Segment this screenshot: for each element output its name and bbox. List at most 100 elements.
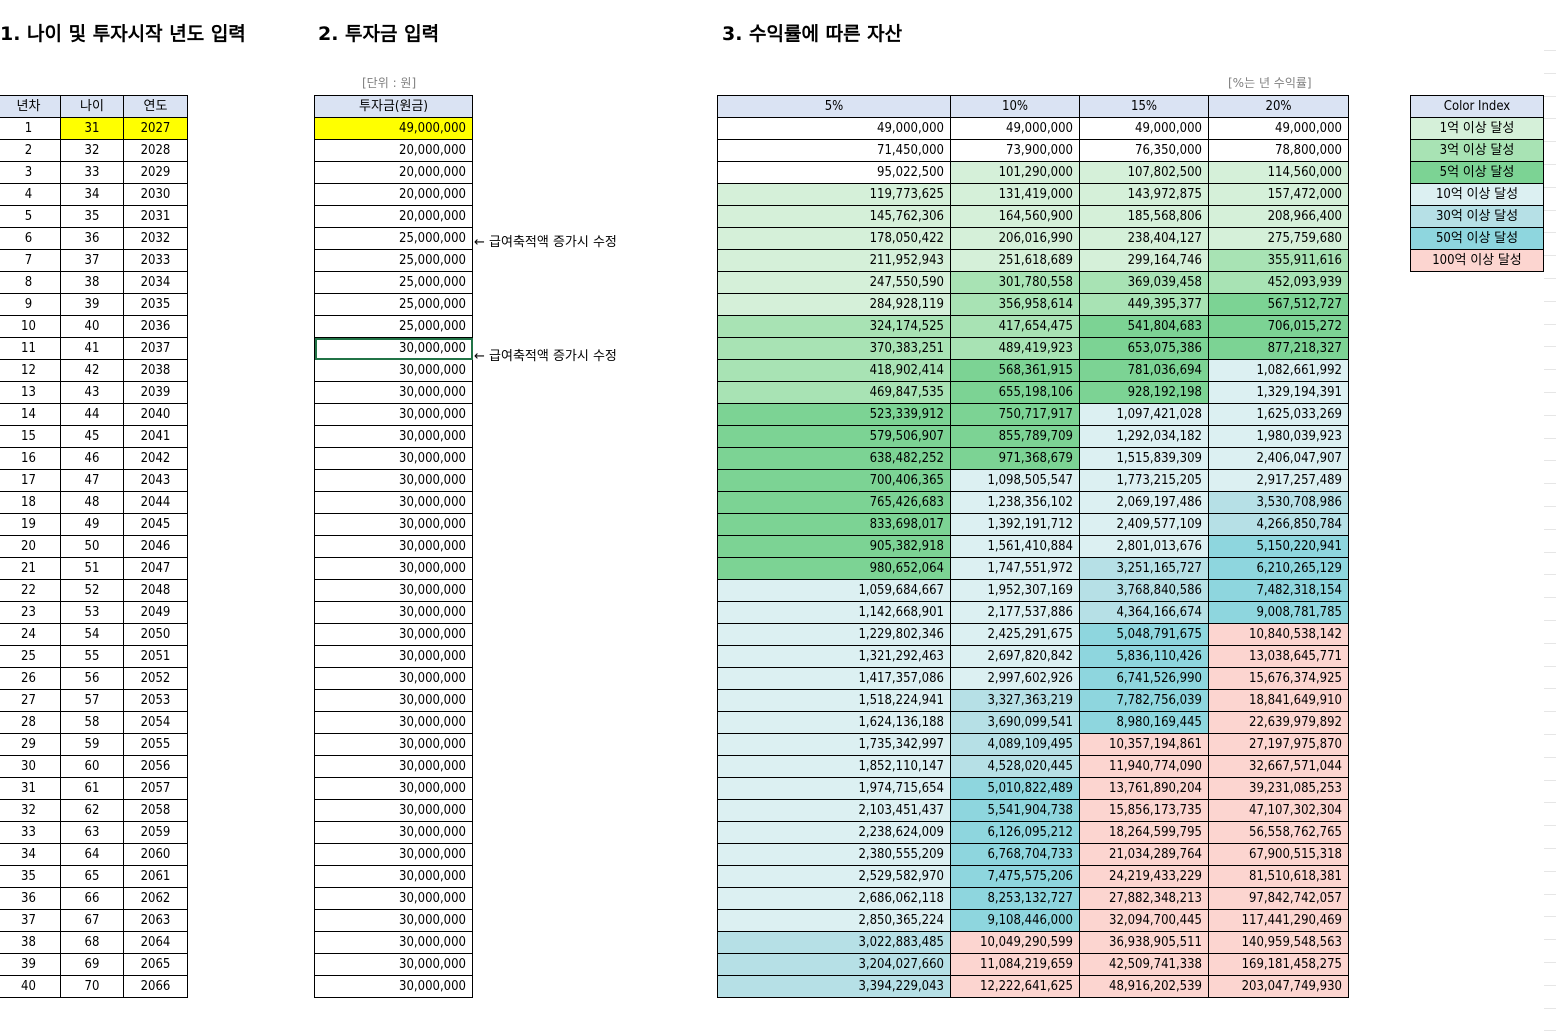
- asset-cell-5pct[interactable]: 2,238,624,009: [717, 821, 951, 844]
- asset-cell-20pct[interactable]: 97,842,742,057: [1208, 887, 1349, 910]
- age-cell[interactable]: 62: [60, 799, 124, 822]
- age-cell[interactable]: 40: [60, 315, 124, 338]
- age-cell[interactable]: 38: [60, 271, 124, 294]
- asset-cell-5pct[interactable]: 980,652,064: [717, 557, 951, 580]
- year-cell[interactable]: 2044: [123, 491, 188, 514]
- asset-cell-5pct[interactable]: 211,952,943: [717, 249, 951, 272]
- investment-cell[interactable]: 30,000,000: [314, 557, 473, 580]
- investment-cell[interactable]: 25,000,000: [314, 315, 473, 338]
- year-cell[interactable]: 2043: [123, 469, 188, 492]
- asset-cell-20pct[interactable]: 1,082,661,992: [1208, 359, 1349, 382]
- investment-cell[interactable]: 30,000,000: [314, 931, 473, 954]
- color-index-swatch[interactable]: 10억 이상 달성: [1410, 183, 1544, 206]
- year-cell[interactable]: 2058: [123, 799, 188, 822]
- asset-cell-10pct[interactable]: 12,222,641,625: [950, 975, 1080, 998]
- asset-cell-5pct[interactable]: 523,339,912: [717, 403, 951, 426]
- investment-cell[interactable]: 30,000,000: [314, 337, 473, 360]
- asset-cell-5pct[interactable]: 2,103,451,437: [717, 799, 951, 822]
- color-index-swatch[interactable]: 30억 이상 달성: [1410, 205, 1544, 228]
- asset-cell-10pct[interactable]: 750,717,917: [950, 403, 1080, 426]
- investment-cell[interactable]: 30,000,000: [314, 799, 473, 822]
- header-return-15pct[interactable]: 15%: [1079, 95, 1209, 118]
- year-cell[interactable]: 2052: [123, 667, 188, 690]
- asset-cell-15pct[interactable]: 8,980,169,445: [1079, 711, 1209, 734]
- asset-cell-20pct[interactable]: 2,917,257,489: [1208, 469, 1349, 492]
- asset-cell-15pct[interactable]: 185,568,806: [1079, 205, 1209, 228]
- asset-cell-5pct[interactable]: 284,928,119: [717, 293, 951, 316]
- year-index-cell[interactable]: 20: [0, 535, 61, 558]
- year-cell[interactable]: 2048: [123, 579, 188, 602]
- age-cell[interactable]: 64: [60, 843, 124, 866]
- year-index-cell[interactable]: 5: [0, 205, 61, 228]
- header-year[interactable]: 연도: [123, 95, 188, 118]
- year-cell[interactable]: 2059: [123, 821, 188, 844]
- asset-cell-5pct[interactable]: 1,059,684,667: [717, 579, 951, 602]
- age-cell[interactable]: 44: [60, 403, 124, 426]
- asset-cell-20pct[interactable]: 6,210,265,129: [1208, 557, 1349, 580]
- asset-cell-10pct[interactable]: 10,049,290,599: [950, 931, 1080, 954]
- year-index-cell[interactable]: 35: [0, 865, 61, 888]
- asset-cell-5pct[interactable]: 469,847,535: [717, 381, 951, 404]
- asset-cell-15pct[interactable]: 48,916,202,539: [1079, 975, 1209, 998]
- year-index-cell[interactable]: 30: [0, 755, 61, 778]
- asset-cell-15pct[interactable]: 11,940,774,090: [1079, 755, 1209, 778]
- investment-cell[interactable]: 30,000,000: [314, 953, 473, 976]
- investment-cell[interactable]: 30,000,000: [314, 843, 473, 866]
- asset-cell-15pct[interactable]: 1,097,421,028: [1079, 403, 1209, 426]
- asset-cell-10pct[interactable]: 6,126,095,212: [950, 821, 1080, 844]
- year-cell[interactable]: 2062: [123, 887, 188, 910]
- asset-cell-5pct[interactable]: 95,022,500: [717, 161, 951, 184]
- age-cell[interactable]: 59: [60, 733, 124, 756]
- asset-cell-15pct[interactable]: 1,773,215,205: [1079, 469, 1209, 492]
- asset-cell-10pct[interactable]: 568,361,915: [950, 359, 1080, 382]
- year-index-cell[interactable]: 27: [0, 689, 61, 712]
- asset-cell-10pct[interactable]: 1,952,307,169: [950, 579, 1080, 602]
- age-cell[interactable]: 67: [60, 909, 124, 932]
- asset-cell-10pct[interactable]: 489,419,923: [950, 337, 1080, 360]
- asset-cell-5pct[interactable]: 1,974,715,654: [717, 777, 951, 800]
- year-index-cell[interactable]: 3: [0, 161, 61, 184]
- age-cell[interactable]: 58: [60, 711, 124, 734]
- asset-cell-20pct[interactable]: 169,181,458,275: [1208, 953, 1349, 976]
- asset-cell-15pct[interactable]: 541,804,683: [1079, 315, 1209, 338]
- year-cell[interactable]: 2064: [123, 931, 188, 954]
- year-index-cell[interactable]: 25: [0, 645, 61, 668]
- year-cell[interactable]: 2065: [123, 953, 188, 976]
- age-cell[interactable]: 60: [60, 755, 124, 778]
- year-cell[interactable]: 2033: [123, 249, 188, 272]
- age-cell[interactable]: 65: [60, 865, 124, 888]
- year-cell[interactable]: 2030: [123, 183, 188, 206]
- age-cell[interactable]: 36: [60, 227, 124, 250]
- age-cell[interactable]: 33: [60, 161, 124, 184]
- year-index-cell[interactable]: 40: [0, 975, 61, 998]
- header-investment[interactable]: 투자금(원금): [314, 95, 473, 118]
- age-cell[interactable]: 41: [60, 337, 124, 360]
- asset-cell-5pct[interactable]: 145,762,306: [717, 205, 951, 228]
- year-index-cell[interactable]: 18: [0, 491, 61, 514]
- investment-cell[interactable]: 30,000,000: [314, 711, 473, 734]
- asset-cell-10pct[interactable]: 971,368,679: [950, 447, 1080, 470]
- age-cell[interactable]: 31: [60, 117, 124, 140]
- asset-cell-5pct[interactable]: 1,142,668,901: [717, 601, 951, 624]
- asset-cell-20pct[interactable]: 117,441,290,469: [1208, 909, 1349, 932]
- year-index-cell[interactable]: 4: [0, 183, 61, 206]
- asset-cell-15pct[interactable]: 15,856,173,735: [1079, 799, 1209, 822]
- year-cell[interactable]: 2035: [123, 293, 188, 316]
- year-cell[interactable]: 2049: [123, 601, 188, 624]
- asset-cell-15pct[interactable]: 4,364,166,674: [1079, 601, 1209, 624]
- asset-cell-5pct[interactable]: 638,482,252: [717, 447, 951, 470]
- asset-cell-10pct[interactable]: 5,010,822,489: [950, 777, 1080, 800]
- asset-cell-5pct[interactable]: 2,529,582,970: [717, 865, 951, 888]
- year-index-cell[interactable]: 1: [0, 117, 61, 140]
- investment-cell[interactable]: 30,000,000: [314, 469, 473, 492]
- year-index-cell[interactable]: 26: [0, 667, 61, 690]
- asset-cell-20pct[interactable]: 1,625,033,269: [1208, 403, 1349, 426]
- asset-cell-5pct[interactable]: 765,426,683: [717, 491, 951, 514]
- asset-cell-10pct[interactable]: 1,392,191,712: [950, 513, 1080, 536]
- investment-cell[interactable]: 30,000,000: [314, 513, 473, 536]
- header-color-index[interactable]: Color Index: [1410, 95, 1544, 118]
- year-cell[interactable]: 2042: [123, 447, 188, 470]
- year-cell[interactable]: 2036: [123, 315, 188, 338]
- year-index-cell[interactable]: 24: [0, 623, 61, 646]
- asset-cell-15pct[interactable]: 238,404,127: [1079, 227, 1209, 250]
